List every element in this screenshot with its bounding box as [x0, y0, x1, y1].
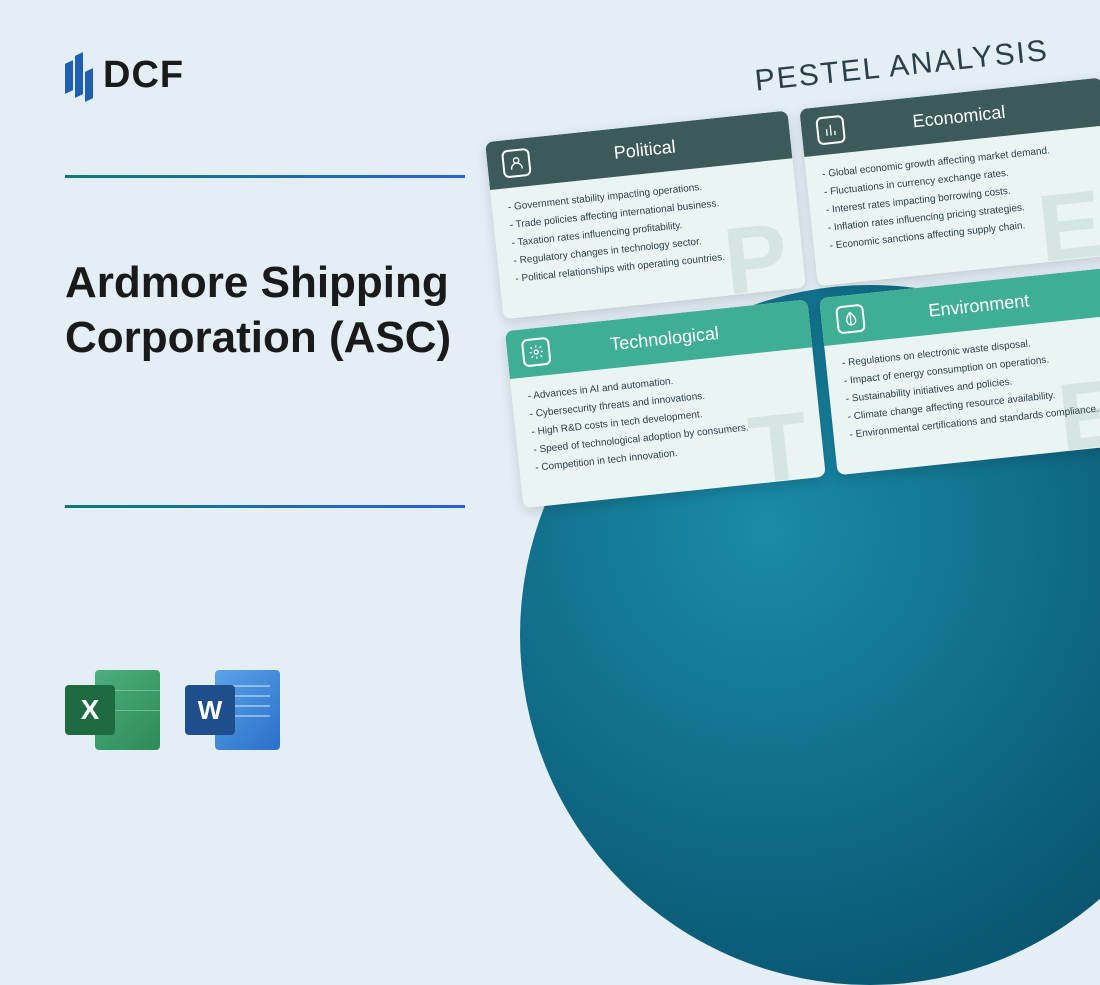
card-political: Political P - Government stability impac…: [485, 111, 806, 320]
divider-top: [65, 175, 465, 178]
card-environment: Environment E - Regulations on electroni…: [819, 266, 1100, 475]
divider-bottom: [65, 505, 465, 508]
excel-icon: X: [65, 665, 160, 755]
word-icon: W: [185, 665, 280, 755]
excel-letter: X: [65, 685, 115, 735]
word-letter: W: [185, 685, 235, 735]
logo-text: DCF: [103, 54, 184, 97]
gear-icon: [521, 337, 552, 368]
logo-icon: [65, 50, 93, 100]
card-technological: Technological T - Advances in AI and aut…: [505, 299, 826, 508]
logo: DCF: [65, 50, 184, 100]
card-economical: Economical E - Global economic growth af…: [799, 77, 1100, 286]
leaf-icon: [835, 304, 866, 335]
chart-icon: [815, 115, 846, 146]
pestel-grid: Political P - Government stability impac…: [485, 77, 1100, 508]
person-icon: [501, 148, 532, 179]
page-container: DCF Ardmore Shipping Corporation (ASC) X…: [0, 0, 1100, 805]
app-icons-row: X W: [65, 665, 280, 755]
page-title: Ardmore Shipping Corporation (ASC): [65, 255, 525, 365]
pestel-panel: PESTEL ANALYSIS Political P - Government…: [480, 29, 1100, 509]
